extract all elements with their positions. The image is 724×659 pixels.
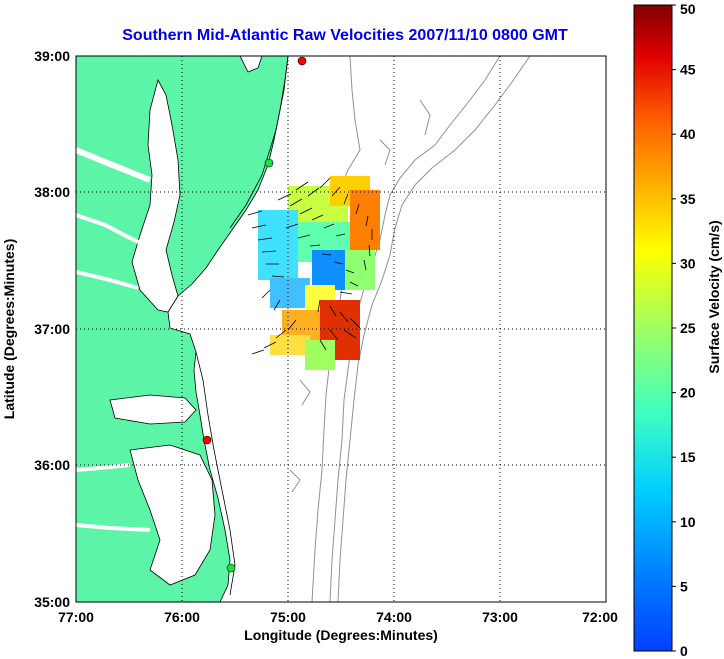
y-tick-label: 38:00 (34, 184, 70, 200)
albemarle-sound (109, 394, 197, 425)
stations (202, 56, 307, 573)
x-axis: 77:00 76:00 75:00 74:00 73:00 72:00 Long… (58, 609, 618, 643)
velocity-cell (350, 190, 380, 250)
x-tick-label: 72:00 (582, 609, 618, 625)
colorbar-tick-label: 0 (680, 643, 688, 659)
colorbar-ticks: 0 5 10 15 20 25 30 35 40 45 50 (672, 1, 696, 659)
velocity-cell (270, 335, 310, 355)
colorbar-tick-label: 50 (680, 1, 696, 17)
gridlines (76, 56, 606, 602)
pamlico-sound (129, 444, 216, 586)
station-dot-icon (264, 158, 274, 168)
x-tick-label: 74:00 (376, 609, 412, 625)
y-tick-label: 35:00 (34, 594, 70, 610)
bathymetry-contour-3 (337, 56, 531, 602)
colorbar-tick-label: 10 (680, 514, 696, 530)
colorbar-tick-label: 20 (680, 385, 696, 401)
river-west-3 (76, 270, 139, 290)
station-dot-icon (226, 563, 236, 573)
colorbar-label: Surface Velocity (cm/s) (706, 220, 722, 373)
x-tick-label: 73:00 (482, 609, 518, 625)
map-title: Southern Mid-Atlantic Raw Velocities 200… (122, 27, 568, 44)
river-nc-2 (76, 523, 151, 532)
colorbar-tick-label: 5 (680, 578, 688, 594)
delaware-bay (239, 56, 263, 73)
colorbar-gradient (633, 4, 673, 652)
station-dot-icon (297, 56, 307, 66)
x-tick-label: 77:00 (58, 609, 94, 625)
y-tick-label: 39:00 (34, 48, 70, 64)
velocity-cell (345, 250, 375, 290)
plot-frame (75, 55, 607, 603)
colorbar-tick-label: 15 (680, 449, 696, 465)
chesapeake-bay (131, 78, 181, 313)
bathymetry-contour-4 (289, 99, 431, 493)
velocity-cell (305, 340, 335, 370)
river-west-1 (76, 147, 152, 183)
colorbar-tick-label: 30 (680, 255, 696, 271)
river-west-2 (76, 213, 146, 247)
velocity-field (258, 176, 380, 370)
y-tick-label: 37:00 (34, 321, 70, 337)
colorbar-tick-label: 25 (680, 320, 696, 336)
colorbar-tick-label: 35 (680, 191, 696, 207)
y-axis: 39:00 38:00 37:00 36:00 35:00 Latitude (… (1, 48, 70, 610)
barrier-islands (195, 56, 289, 596)
velocity-cell (258, 210, 298, 280)
station-dot-icon (202, 435, 212, 445)
plot-area (75, 55, 607, 603)
x-axis-label: Longitude (Degrees:Minutes) (244, 627, 438, 643)
velocity-cell (270, 278, 310, 308)
colorbar-tick-label: 40 (680, 126, 696, 142)
y-tick-label: 36:00 (34, 457, 70, 473)
colorbar-tick-label: 45 (680, 62, 696, 78)
velocity-arrow-icon (247, 177, 373, 355)
colorbar: 0 5 10 15 20 25 30 35 40 45 50 Surface Velocity (c… (633, 1, 722, 659)
x-tick-label: 75:00 (270, 609, 306, 625)
river-nc (76, 463, 131, 472)
x-tick-label: 76:00 (164, 609, 200, 625)
velocity-arrows (247, 177, 373, 355)
y-axis-label: Latitude (Degrees:Minutes) (1, 239, 17, 419)
